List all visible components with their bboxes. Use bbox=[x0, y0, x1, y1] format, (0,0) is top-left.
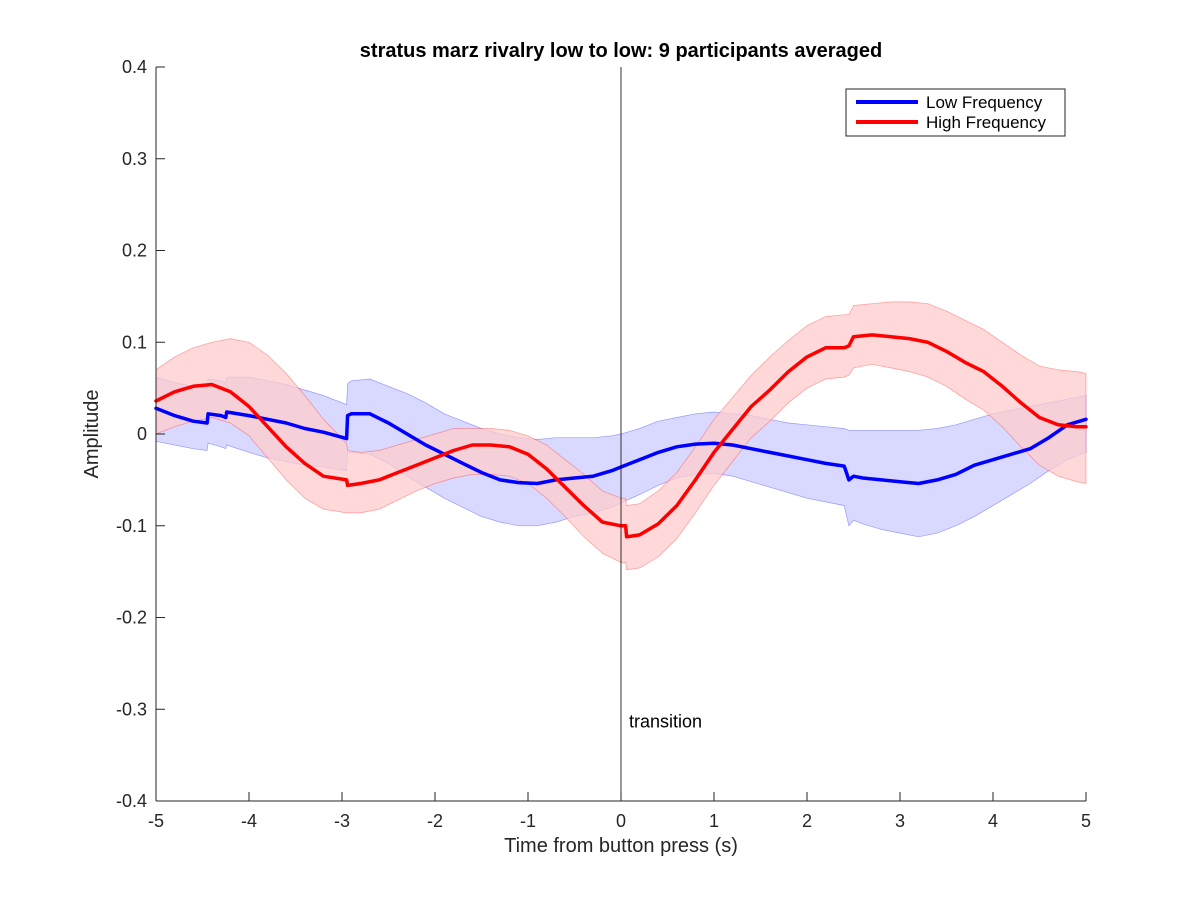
x-tick-label: 3 bbox=[895, 811, 905, 831]
chart-title: stratus marz rivalry low to low: 9 parti… bbox=[360, 40, 882, 62]
y-ticks: -0.4 -0.3 -0.2 -0.1 0 0.1 0.2 0.3 0.4 bbox=[116, 57, 165, 811]
x-tick-label: -3 bbox=[334, 811, 350, 831]
x-tick-label: -2 bbox=[427, 811, 443, 831]
series-line-low-frequency bbox=[154, 406, 1088, 486]
x-tick-label: 5 bbox=[1081, 811, 1091, 831]
transition-label: transition bbox=[629, 712, 702, 732]
y-tick-label: 0.3 bbox=[122, 149, 147, 169]
legend-box bbox=[845, 88, 1066, 137]
band-high-frequency bbox=[155, 301, 1087, 571]
x-ticks: -5 -4 -3 -2 -1 0 1 2 3 4 5 bbox=[148, 792, 1091, 831]
x-tick-label: 2 bbox=[802, 811, 812, 831]
y-tick-label: 0 bbox=[137, 424, 147, 444]
series-lines bbox=[154, 333, 1088, 539]
y-tick-label: 0.2 bbox=[122, 241, 147, 261]
legend: Low Frequency High Frequency bbox=[845, 88, 1066, 137]
series-line-high-frequency bbox=[154, 333, 1088, 539]
x-tick-label: 0 bbox=[616, 811, 626, 831]
x-axis-label: Time from button press (s) bbox=[504, 835, 738, 857]
x-tick-label: -4 bbox=[241, 811, 257, 831]
legend-label-high-frequency: High Frequency bbox=[926, 113, 1047, 132]
y-tick-label: -0.4 bbox=[116, 791, 147, 811]
legend-label-low-frequency: Low Frequency bbox=[926, 93, 1043, 112]
x-tick-label: 4 bbox=[988, 811, 998, 831]
y-tick-label: 0.1 bbox=[122, 332, 147, 352]
x-tick-label: -1 bbox=[520, 811, 536, 831]
y-tick-label: -0.3 bbox=[116, 699, 147, 719]
y-tick-label: -0.1 bbox=[116, 516, 147, 536]
x-tick-label: 1 bbox=[709, 811, 719, 831]
y-axis-label: Amplitude bbox=[81, 390, 103, 479]
y-tick-label: -0.2 bbox=[116, 608, 147, 628]
x-tick-label: -5 bbox=[148, 811, 164, 831]
y-tick-label: 0.4 bbox=[122, 57, 147, 77]
